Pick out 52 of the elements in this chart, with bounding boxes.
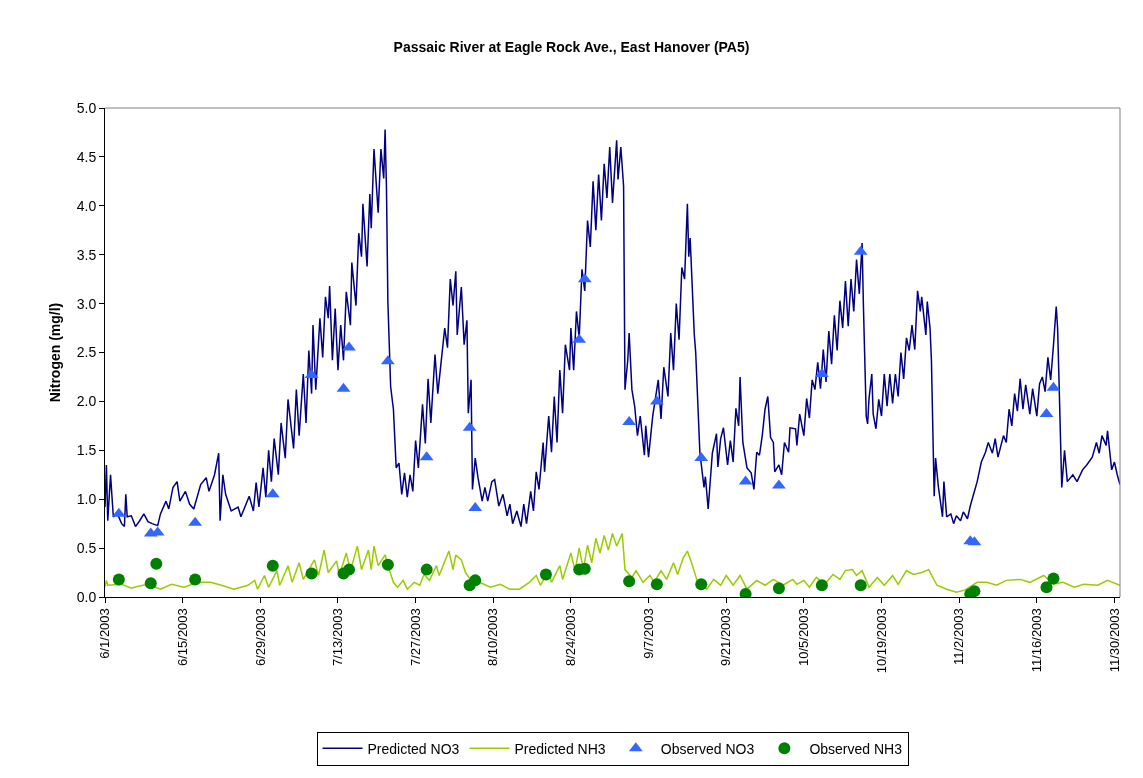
point [815,579,828,592]
y-tick-label: 1.0 [76,491,97,508]
chart-title: Passaic River at Eagle Rock Ave., East Hanover (PA5) [393,38,750,55]
y-tick-label: 0.0 [76,588,97,605]
legend-label: Predicted NO3 [367,740,460,757]
point [112,573,125,586]
x-tick-label: 8/10/2003 [485,608,501,667]
y-tick-label: 4.5 [76,148,97,165]
point [539,568,552,581]
x-tick-label: 9/7/2003 [640,608,656,659]
legend-label: Predicted NH3 [514,740,606,757]
point [144,577,157,590]
point [343,563,356,576]
point [189,573,202,586]
point [1040,581,1053,594]
x-tick-label: 10/19/2003 [873,608,889,674]
point [1047,572,1060,585]
x-tick-label: 11/16/2003 [1029,608,1045,673]
x-tick-label: 6/1/2003 [97,608,113,659]
point [305,567,318,580]
point [968,585,981,597]
point [266,559,279,572]
y-tick-label: 3.5 [76,246,97,263]
y-tick-label: 4.0 [76,197,97,214]
point [650,578,663,591]
point [420,563,433,576]
point [381,558,394,571]
point [695,578,708,591]
point [772,582,785,595]
legend-label: Observed NH3 [809,740,903,757]
y-tick-label: 1.5 [76,442,97,459]
x-tick-label: 11/30/2003 [1106,608,1122,673]
y-tick-label: 2.5 [76,344,97,361]
y-tick-label: 5.0 [76,99,97,116]
x-tick-label: 6/15/2003 [174,608,190,667]
x-tick-label: 8/24/2003 [563,608,579,667]
point [854,579,867,592]
legend-label: Observed NO3 [660,740,755,757]
y-axis-title: Nitrogen (mg/l) [47,302,64,403]
point [342,341,356,351]
x-tick-label: 7/27/2003 [407,608,423,667]
x-tick-label: 10/5/2003 [796,608,812,667]
y-tick-label: 2.0 [76,393,97,410]
x-tick-label: 7/13/2003 [330,608,346,667]
point [150,557,163,570]
point [623,575,636,588]
y-tick-label: 3.0 [76,295,97,312]
x-tick-label: 11/2/2003 [951,608,967,666]
point [469,574,482,587]
x-tick-label: 6/29/2003 [252,608,268,667]
y-tick-label: 0.5 [76,540,97,556]
x-tick-label: 9/21/2003 [718,608,734,667]
